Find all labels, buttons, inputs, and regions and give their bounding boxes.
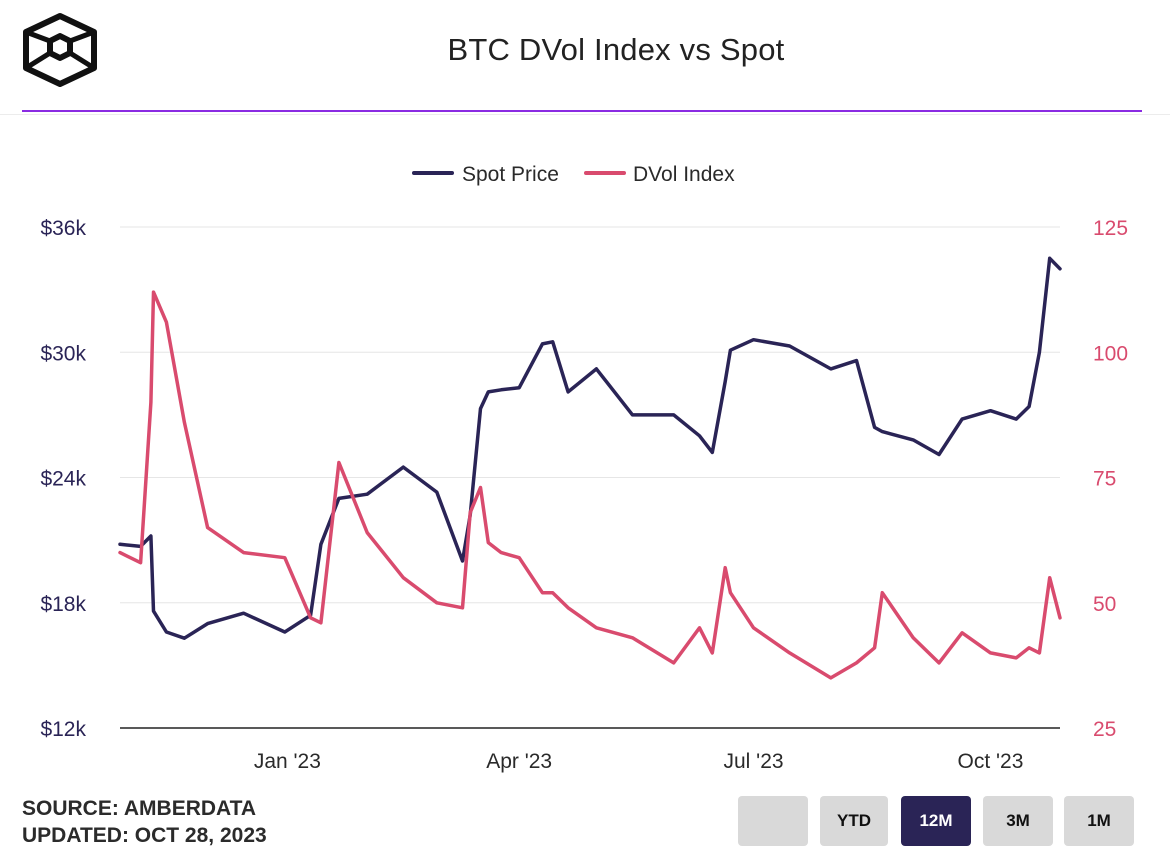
x-tick-label: Jan '23 xyxy=(254,750,321,773)
spot-price-line xyxy=(118,256,1062,640)
chart-legend: Spot Price DVol Index xyxy=(412,163,735,186)
y-axis-right: 25 50 75 100 125 xyxy=(1093,217,1128,741)
legend-label-0: Spot Price xyxy=(462,163,559,186)
amberdata-logo-icon xyxy=(23,13,97,87)
y-right-tick-label: 50 xyxy=(1093,593,1116,616)
legend-label-1: DVol Index xyxy=(633,163,735,186)
range-button-3m[interactable]: 3M xyxy=(983,796,1053,846)
header-divider xyxy=(22,110,1142,112)
y-axis-left: $12k $18k $24k $30k $36k xyxy=(40,217,86,741)
range-button-ytd[interactable]: YTD xyxy=(820,796,888,846)
y-right-tick-label: 75 xyxy=(1093,468,1116,491)
dvol-index-line xyxy=(118,290,1062,680)
x-tick-label: Oct '23 xyxy=(958,750,1024,773)
range-button-1m[interactable]: 1M xyxy=(1064,796,1134,846)
y-right-tick-label: 125 xyxy=(1093,217,1128,240)
y-left-tick-label: $12k xyxy=(40,718,86,741)
range-button-blank[interactable] xyxy=(738,796,808,846)
updated-text: UPDATED: OCT 28, 2023 xyxy=(22,824,267,847)
series-lines xyxy=(118,256,1062,680)
y-left-tick-label: $30k xyxy=(40,342,86,365)
range-button-12m[interactable]: 12M xyxy=(901,796,971,846)
y-left-tick-label: $36k xyxy=(40,217,86,240)
line-chart: Spot Price DVol Index $12k $18k $24k $30k $36… xyxy=(40,163,1128,773)
y-left-tick-label: $24k xyxy=(40,468,86,491)
y-right-tick-label: 100 xyxy=(1093,342,1128,365)
header: BTC DVol Index vs Spot xyxy=(0,0,1170,115)
footer: SOURCE: AMBERDATA UPDATED: OCT 28, 2023 xyxy=(22,795,267,849)
y-right-tick-label: 25 xyxy=(1093,718,1116,741)
x-tick-label: Apr '23 xyxy=(486,750,552,773)
y-left-tick-label: $18k xyxy=(40,593,86,616)
grid-lines xyxy=(120,226,1060,729)
source-text: SOURCE: AMBERDATA xyxy=(22,797,257,820)
x-axis: Jan '23 Apr '23 Jul '23 Oct '23 xyxy=(254,750,1024,773)
page-title: BTC DVol Index vs Spot xyxy=(447,32,785,67)
x-tick-label: Jul '23 xyxy=(724,750,784,773)
